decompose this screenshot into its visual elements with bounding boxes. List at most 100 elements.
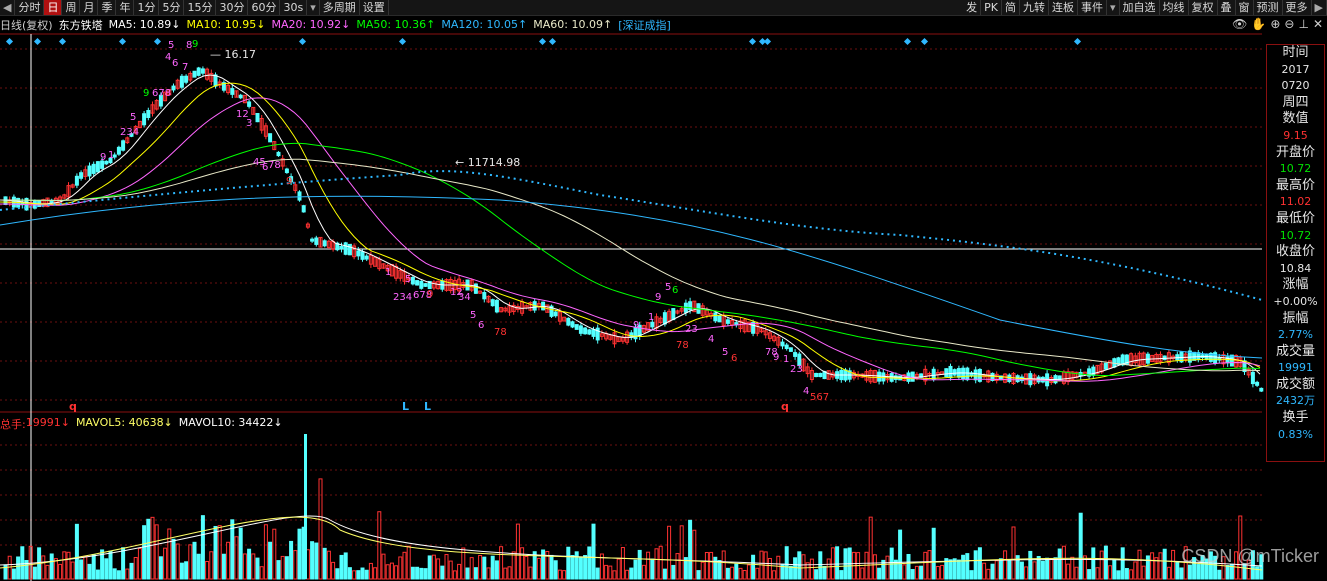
tab-quarterly[interactable]: 季	[98, 0, 117, 15]
high-label: 最高价	[1275, 177, 1315, 193]
volume-bar	[1259, 554, 1264, 580]
close-value: 10.84	[1279, 261, 1312, 275]
volume-bar	[280, 555, 285, 580]
volume-bar	[1150, 552, 1155, 580]
candle-body	[343, 242, 348, 255]
volume-bar	[1255, 566, 1260, 580]
candle-body	[977, 368, 982, 382]
tab-weekly[interactable]: 周	[62, 0, 81, 15]
tab-30s[interactable]: 30s	[280, 0, 308, 15]
volume-bar	[566, 546, 571, 580]
tab-monthly[interactable]: 月	[80, 0, 99, 15]
volume-bar	[902, 564, 907, 580]
index-overlay-label[interactable]: [深证成指]	[618, 18, 671, 32]
volume-bar	[931, 527, 936, 580]
volume-bar	[671, 564, 676, 580]
dropdown-icon[interactable]: ▾	[307, 0, 320, 15]
volume-bar	[961, 554, 966, 580]
pattern-marker: L	[424, 400, 431, 413]
tab-5min[interactable]: 5分	[159, 0, 185, 15]
more-button[interactable]: 更多	[1283, 0, 1312, 15]
simple-button[interactable]: 简	[1002, 0, 1020, 15]
pk-button[interactable]: PK	[981, 0, 1002, 15]
events-dropdown-icon[interactable]: ▾	[1107, 0, 1120, 15]
volume-bar	[893, 559, 898, 580]
candle-body	[788, 347, 793, 352]
volume-bar	[293, 550, 298, 580]
events-button[interactable]: 事件	[1078, 0, 1107, 15]
forecast-button[interactable]: 预测	[1254, 0, 1283, 15]
tab-1min[interactable]: 1分	[134, 0, 160, 15]
volume-bar	[255, 557, 260, 580]
volume-bar	[356, 570, 361, 580]
publish-button[interactable]: 发	[963, 0, 982, 15]
volume-value: 19991↓	[25, 416, 70, 429]
volume-bar	[738, 567, 743, 580]
close-icon[interactable]: ✕	[1312, 17, 1323, 31]
settings-button[interactable]: 设置	[360, 0, 389, 15]
candle-body	[230, 88, 235, 95]
candle-body	[809, 370, 814, 380]
candle-body	[881, 372, 886, 382]
td-count-label: 5	[168, 40, 174, 51]
overlay-button[interactable]: 叠	[1218, 0, 1236, 15]
candle-body	[1116, 357, 1121, 366]
tab-30min[interactable]: 30分	[216, 0, 249, 15]
volume-bar	[184, 561, 189, 580]
pin-icon[interactable]: ⊥	[1298, 17, 1309, 31]
candle-body	[226, 84, 231, 94]
volume-bar	[247, 548, 252, 580]
volume-bar	[688, 519, 693, 580]
tab-intraday[interactable]: 分时	[15, 0, 45, 15]
volume-bar	[835, 546, 840, 580]
hand-icon[interactable]: ✋	[1251, 17, 1267, 31]
volume-bar	[352, 570, 357, 580]
volume-bar	[62, 551, 67, 580]
zoom-in-icon[interactable]: ⊕	[1270, 17, 1281, 31]
volume-bar	[1154, 557, 1159, 580]
window-button[interactable]: 窗	[1236, 0, 1254, 15]
volume-bar	[709, 551, 714, 580]
candle-body	[263, 125, 268, 137]
volume-bar	[646, 551, 651, 580]
volume-bar	[1213, 555, 1218, 580]
volume-bar	[436, 558, 441, 580]
tab-multi-period[interactable]: 多周期	[320, 0, 360, 15]
td-count-label: 8	[186, 40, 192, 51]
prev-icon[interactable]: ◀	[0, 0, 16, 15]
next-icon[interactable]: ▶	[1312, 0, 1327, 15]
add-watchlist-button[interactable]: 加自选	[1120, 0, 1160, 15]
candle-body	[671, 308, 676, 321]
volume-bar	[188, 544, 193, 580]
pattern-marker: L	[402, 400, 409, 413]
zoom-out-icon[interactable]: ⊖	[1284, 17, 1295, 31]
chart-icon-bar: 👁 ✋ ⊕ ⊖ ⊥ ✕	[1232, 16, 1323, 32]
limit-up-button[interactable]: 连板	[1049, 0, 1078, 15]
nine-turn-button[interactable]: 九转	[1020, 0, 1049, 15]
volume-bar	[877, 567, 882, 580]
tab-daily[interactable]: 日	[44, 0, 63, 15]
volume-bar	[1095, 567, 1100, 580]
ma-button[interactable]: 均线	[1160, 0, 1189, 15]
amount-value: 2432万	[1276, 394, 1315, 408]
volume-bar	[175, 543, 180, 580]
td-count-label: 678	[413, 290, 432, 301]
tab-60min[interactable]: 60分	[248, 0, 281, 15]
tab-15min[interactable]: 15分	[184, 0, 217, 15]
candle-body	[100, 160, 105, 169]
candle-body	[1133, 355, 1138, 364]
volume-bar	[1032, 561, 1037, 580]
candle-body	[335, 242, 340, 251]
candle-body	[948, 365, 953, 379]
tab-yearly[interactable]: 年	[116, 0, 135, 15]
signal-diamond	[920, 37, 929, 46]
volume-bar	[1238, 515, 1243, 580]
candle-body	[776, 336, 781, 346]
volume-bar	[1074, 566, 1079, 580]
candle-body	[259, 118, 264, 131]
adjust-button[interactable]: 复权	[1189, 0, 1218, 15]
candle-body	[528, 302, 533, 311]
candle-body	[104, 160, 109, 165]
eye-icon[interactable]: 👁	[1232, 17, 1248, 31]
